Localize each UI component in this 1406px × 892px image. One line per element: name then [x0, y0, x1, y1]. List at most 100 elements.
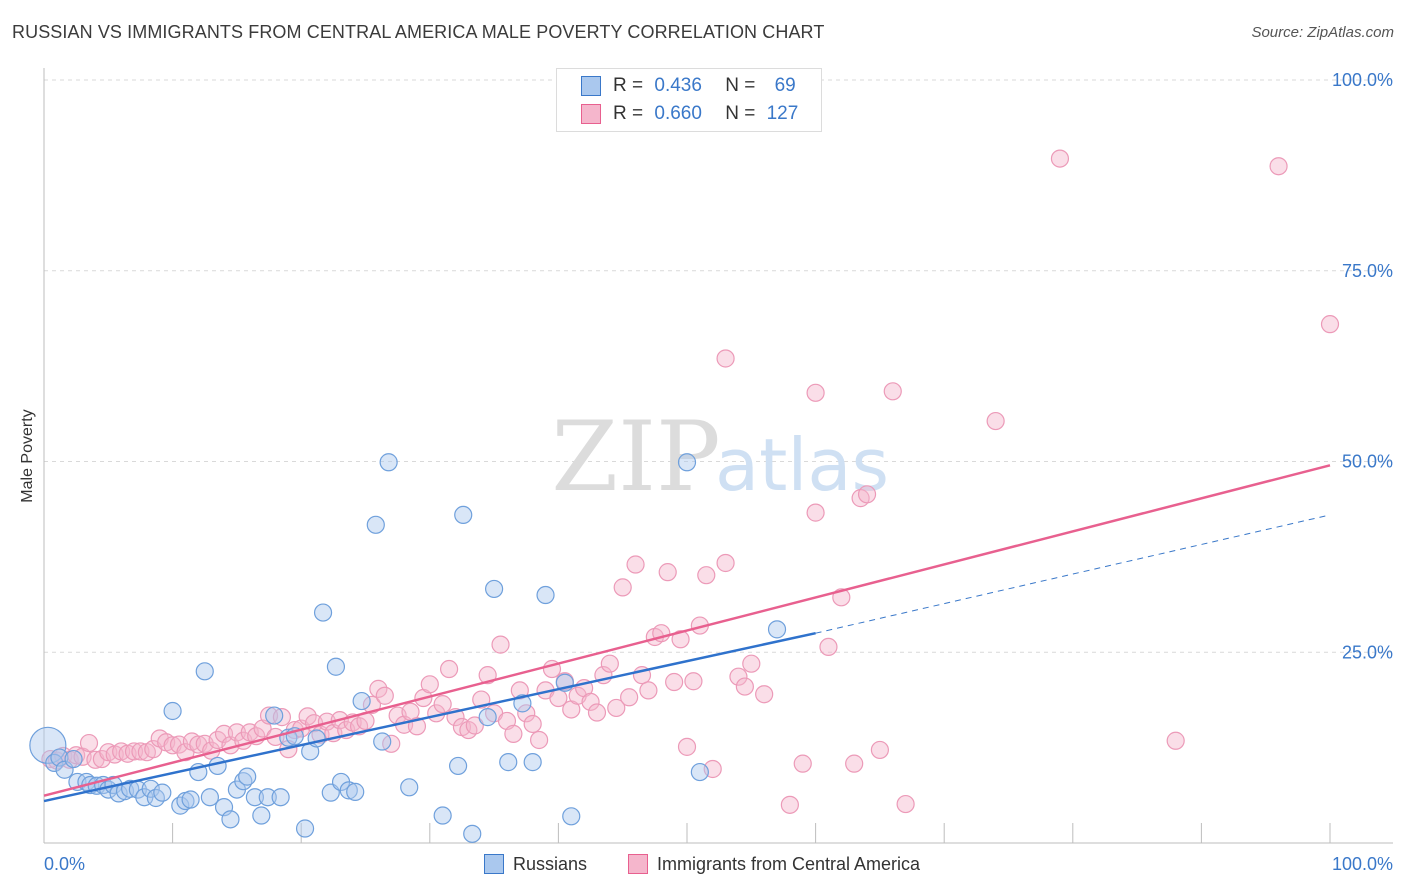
y-tick-label: 50.0%	[1342, 452, 1393, 472]
russians-point	[163, 701, 182, 721]
immigrants-point	[433, 695, 452, 714]
immigrants-point	[272, 708, 292, 727]
immigrants-point	[530, 730, 549, 750]
immigrants-point	[1050, 149, 1070, 168]
y-tick-label: 25.0%	[1342, 642, 1393, 662]
immigrants-point	[465, 716, 484, 735]
russians-point	[307, 729, 326, 748]
x-tick-label: 0.0%	[44, 854, 85, 874]
n-label: N =	[725, 75, 756, 96]
immigrants-point	[600, 654, 619, 673]
russians-point	[352, 691, 371, 711]
immigrants-swatch	[581, 103, 601, 124]
russians-point	[141, 779, 160, 798]
russians-point	[200, 788, 219, 807]
stats-row-immigrants: R = 0.660 N = 127	[581, 103, 798, 125]
immigrants-point	[607, 698, 626, 718]
immigrants-point	[626, 555, 645, 574]
russians-point	[677, 453, 697, 472]
immigrants-point	[491, 635, 510, 654]
russians-point	[221, 810, 240, 829]
immigrants-point	[375, 686, 394, 705]
immigrants-point	[613, 578, 632, 597]
immigrants-point	[697, 566, 716, 585]
russians-point	[767, 620, 787, 639]
immigrants-point	[665, 672, 684, 692]
immigrants-legend-swatch	[628, 853, 648, 874]
immigrants-point	[1269, 157, 1288, 176]
immigrants-point	[658, 563, 677, 582]
russians-point	[245, 788, 265, 807]
watermark-atlas: atlas	[715, 423, 889, 507]
immigrants-point	[523, 714, 542, 734]
russians-point	[64, 749, 83, 769]
immigrants-point	[439, 659, 459, 679]
russians-point	[181, 790, 200, 809]
immigrants-point	[620, 688, 639, 707]
immigrants-point	[793, 754, 812, 773]
immigrants-point	[581, 692, 600, 711]
immigrants-point	[504, 724, 523, 743]
immigrants-point	[420, 675, 439, 694]
russians-point	[195, 662, 214, 681]
russians-point	[433, 806, 452, 825]
immigrants-point	[1320, 315, 1340, 334]
immigrants-point	[729, 667, 748, 686]
x-tick-label: 100.0%	[1332, 854, 1393, 874]
immigrants-point	[896, 794, 915, 814]
immigrants-point	[298, 707, 317, 726]
legend-item-russians[interactable]: Russians	[484, 852, 587, 876]
n-label: N =	[725, 103, 756, 124]
russians-point	[690, 762, 709, 782]
immigrants-point	[517, 704, 536, 723]
russians-point	[258, 788, 277, 807]
immigrants-point	[870, 740, 890, 760]
immigrants-point	[845, 754, 864, 773]
immigrants-point	[716, 553, 735, 573]
immigrants-point	[883, 382, 902, 401]
immigrants-point	[671, 630, 690, 649]
russians-point	[326, 657, 346, 676]
russians-point	[485, 579, 504, 599]
russians-swatch	[581, 75, 601, 96]
legend-label-russians: Russians	[513, 854, 588, 874]
r-value: 0.660	[654, 103, 702, 124]
watermark: ZIP atlas	[551, 401, 889, 513]
russians-point	[295, 819, 315, 838]
immigrants-point	[587, 703, 607, 722]
source-label: Source: ZipAtlas.com	[1251, 24, 1394, 41]
stats-legend: R = 0.436 N = 69 R = 0.660 N = 127	[556, 68, 822, 132]
immigrants-point	[677, 737, 697, 756]
russians-point	[463, 824, 482, 843]
russians-point	[523, 753, 542, 772]
y-tick-label: 75.0%	[1342, 261, 1393, 281]
russians-point	[379, 453, 398, 472]
russians-point	[499, 753, 518, 772]
tick-labels: 25.0% 50.0% 75.0% 100.0% 0.0% 100.0%	[44, 70, 1393, 874]
immigrants-point	[755, 685, 774, 704]
immigrants-point	[986, 411, 1005, 431]
immigrants-point	[735, 677, 754, 696]
immigrants-point	[716, 349, 735, 368]
russians-point	[45, 753, 64, 772]
russians-point	[238, 767, 257, 786]
chart-title: RUSSIAN VS IMMIGRANTS FROM CENTRAL AMERI…	[12, 22, 825, 42]
legend-item-immigrants[interactable]: Immigrants from Central America	[628, 852, 920, 876]
russians-point	[153, 783, 172, 802]
russians-point	[121, 779, 140, 798]
russians-point	[478, 708, 497, 727]
immigrants-trend-line	[43, 464, 1331, 797]
russians-point	[373, 732, 392, 751]
y-tick-label: 100.0%	[1332, 70, 1393, 90]
r-label: R =	[613, 103, 644, 124]
immigrants-point	[1166, 731, 1185, 750]
axes	[43, 68, 1393, 844]
immigrants-point	[806, 503, 825, 522]
immigrants-point	[806, 383, 825, 402]
russians-point	[208, 756, 227, 776]
immigrants-point	[819, 637, 838, 657]
stats-row-russians: R = 0.436 N = 69	[581, 75, 796, 97]
immigrants-point	[79, 733, 99, 753]
russians-point	[346, 782, 365, 801]
